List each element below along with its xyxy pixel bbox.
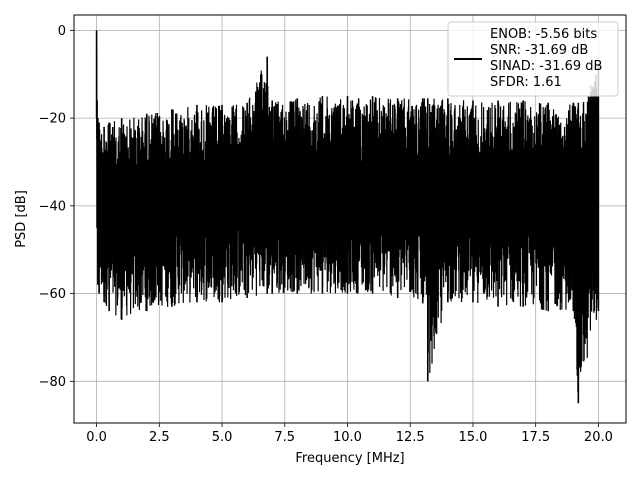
x-tick-label: 5.0 — [212, 430, 233, 445]
y-axis-label: PSD [dB] — [14, 190, 29, 248]
x-tick-label: 12.5 — [396, 430, 425, 445]
x-tick-label: 2.5 — [149, 430, 170, 445]
y-axis-ticks: 0 −20 −40 −60 −80 — [39, 24, 74, 390]
x-tick-label: 20.0 — [584, 430, 613, 445]
x-tick-label: 0.0 — [86, 430, 107, 445]
axes-frame — [73, 14, 627, 424]
x-tick-label: 17.5 — [521, 430, 550, 445]
y-tick-label: −40 — [39, 199, 66, 214]
y-tick-label: −20 — [39, 112, 66, 127]
x-axis-label: Frequency [MHz] — [295, 451, 404, 466]
plot-area — [95, 30, 600, 404]
x-axis-ticks: 0.0 2.5 5.0 7.5 10.0 12.5 15.0 17.5 20.0 — [86, 423, 613, 445]
x-tick-label: 7.5 — [274, 430, 295, 445]
legend-entry-enob: ENOB: -5.56 bits — [490, 27, 597, 42]
x-tick-label: 10.0 — [333, 430, 362, 445]
legend: ENOB: -5.56 bits SNR: -31.69 dB SINAD: -… — [447, 21, 619, 97]
legend-entry-snr: SNR: -31.69 dB — [490, 43, 588, 58]
y-tick-label: −80 — [39, 375, 66, 390]
x-tick-label: 15.0 — [458, 430, 487, 445]
y-tick-label: −60 — [39, 287, 66, 302]
legend-entry-sinad: SINAD: -31.69 dB — [490, 59, 602, 74]
legend-entry-sfdr: SFDR: 1.61 — [490, 75, 562, 90]
y-tick-label: 0 — [58, 24, 66, 39]
legend-box — [447, 21, 619, 97]
